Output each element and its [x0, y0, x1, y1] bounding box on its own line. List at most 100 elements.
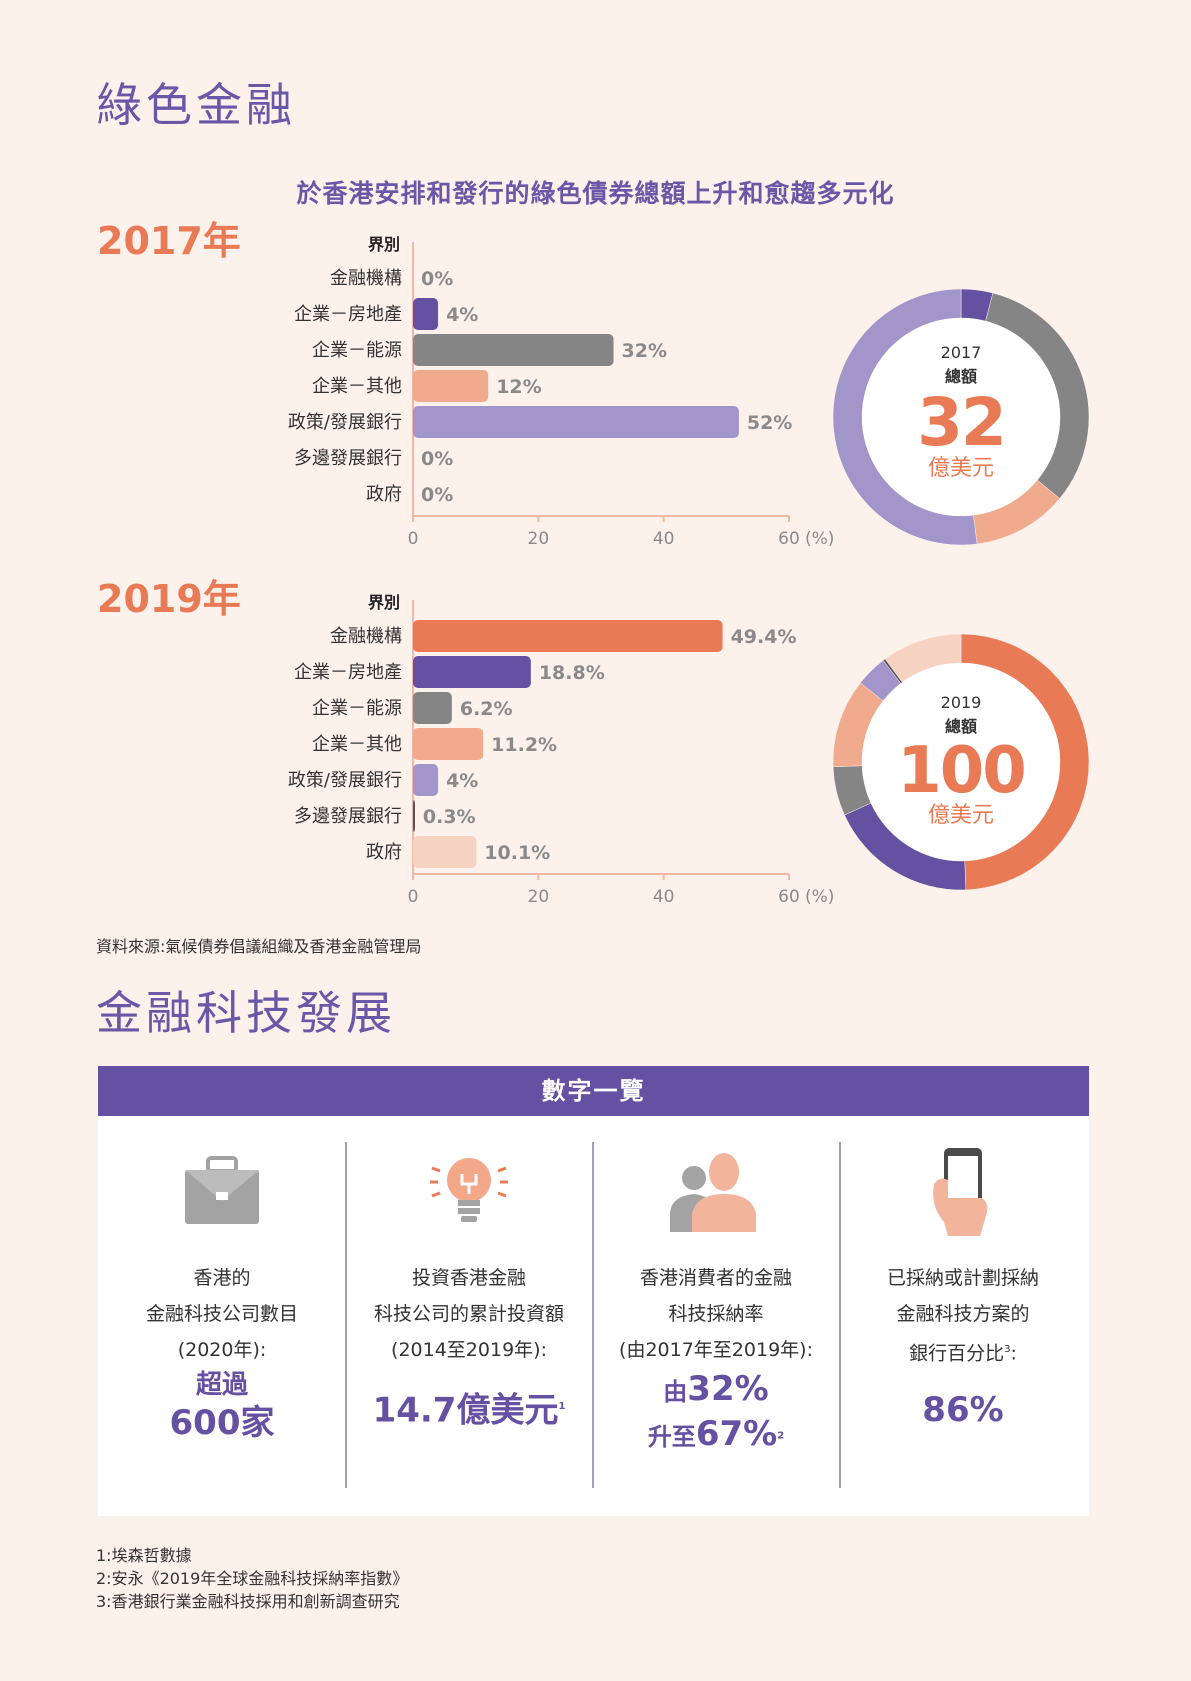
footnote-mark: 2 — [777, 1430, 785, 1442]
bar-value-label: 6.2% — [460, 698, 513, 720]
footnotes: 1:埃森哲數據 2:安永《2019年全球金融科技採納率指數》 3:香港銀行業金融… — [96, 1544, 408, 1613]
stat-description-line: 金融科技公司數目 — [145, 1303, 298, 1325]
bar-value-label: 52% — [747, 412, 792, 434]
stat-description-line: 銀行百分比 — [909, 1342, 1005, 1365]
footnote: 2:安永《2019年全球金融科技採納率指數》 — [96, 1569, 409, 1588]
x-tick-label: 20 — [528, 529, 550, 549]
stat-value-prefix: 升至 — [647, 1423, 696, 1451]
category-label: 企業－房地產 — [294, 662, 402, 683]
x-axis-unit: (%) — [805, 529, 834, 549]
stat-description-line: 香港消費者的金融 — [639, 1267, 792, 1289]
footnote-mark: 1 — [558, 1401, 566, 1412]
year-label-2019: 2019年 — [97, 577, 241, 621]
bar-value-label: 10.1% — [484, 842, 550, 864]
x-tick-label: 0 — [408, 529, 419, 549]
stat-description-line: 科技公司的累計投資額 — [373, 1303, 564, 1325]
key-figures-panel: 香港的 金融科技公司數目 (2020年): 超過 600家 投 — [98, 1116, 1089, 1516]
category-label: 企業－其他 — [312, 734, 402, 755]
bar-value-label: 11.2% — [491, 734, 557, 756]
bar — [413, 800, 415, 832]
bar — [413, 764, 439, 796]
category-label: 政府 — [366, 484, 402, 505]
bar-value-label: 4% — [446, 770, 478, 792]
bar — [413, 406, 739, 438]
footnote: 1:埃森哲數據 — [96, 1546, 192, 1565]
stat-bank-adoption: 已採納或計劃採納 金融科技方案的 銀行百分比3: 86% — [848, 1116, 1078, 1435]
stat-value: 86% — [922, 1390, 1004, 1431]
stat-description-line: (2014至2019年): — [391, 1339, 547, 1361]
stat-value-prefix: 由 — [663, 1378, 688, 1406]
x-tick-label: 40 — [653, 887, 675, 907]
section-title-fintech: 金融科技發展 — [96, 986, 396, 1040]
category-label: 企業－房地產 — [294, 304, 402, 325]
stat-description-line: 金融科技方案的 — [896, 1303, 1030, 1325]
source-note: 資料來源:氣候債券倡議組織及香港金融管理局 — [96, 937, 422, 956]
bar-value-label: 0.3% — [423, 806, 476, 828]
x-tick-label: 60 — [778, 887, 800, 907]
panel-header: 數字一覽 — [98, 1066, 1089, 1116]
stat-description-line: (由2017年至2019年): — [619, 1339, 813, 1361]
column-divider — [345, 1142, 347, 1488]
column-divider — [592, 1142, 594, 1488]
column-divider — [839, 1142, 841, 1488]
stat-description-line: 投資香港金融 — [411, 1267, 526, 1289]
bar-value-label: 0% — [421, 448, 453, 470]
donut-center — [862, 318, 1060, 516]
bar — [413, 836, 477, 868]
section-title-green-finance: 綠色金融 — [96, 78, 296, 132]
x-axis-unit: (%) — [805, 887, 834, 907]
x-tick-label: 20 — [528, 887, 550, 907]
category-label: 金融機構 — [330, 268, 402, 289]
stat-description-line: (2020年): — [177, 1339, 267, 1361]
category-label: 企業－其他 — [312, 376, 402, 397]
bar-value-label: 49.4% — [731, 626, 797, 648]
footnote-mark: 3 — [1004, 1344, 1011, 1355]
stat-value-prefix: 超過 — [195, 1370, 248, 1400]
bar — [413, 728, 484, 760]
bar — [413, 620, 723, 652]
stat-fintech-adoption: 香港消費者的金融 科技採納率 (由2017年至2019年): 由32% 升至67… — [601, 1116, 831, 1460]
donut-center — [862, 663, 1060, 861]
stat-fintech-companies: 香港的 金融科技公司數目 (2020年): 超過 600家 — [107, 1116, 337, 1444]
bar-value-label: 18.8% — [539, 662, 605, 684]
donut-total-value: 100 — [897, 734, 1025, 808]
donut-total-unit: 億美元 — [928, 456, 994, 481]
bar — [413, 334, 614, 366]
x-tick-label: 0 — [408, 887, 419, 907]
bar-value-label: 4% — [446, 304, 478, 326]
year-label-2017: 2017年 — [97, 219, 241, 263]
donut-total-label: 總額 — [945, 367, 977, 386]
stat-description-colon: : — [1010, 1342, 1017, 1365]
briefcase-icon — [185, 1156, 259, 1224]
bar — [413, 298, 439, 330]
donut-year: 2019 — [941, 693, 982, 712]
x-tick-label: 40 — [653, 529, 675, 549]
stat-value-from: 32% — [687, 1369, 769, 1409]
category-label: 企業－能源 — [312, 698, 402, 719]
stat-value: 14.7億美元 — [372, 1390, 559, 1431]
category-label: 金融機構 — [330, 626, 402, 647]
stat-description-line: 已採納或計劃採納 — [886, 1267, 1039, 1289]
people-icon — [670, 1153, 756, 1232]
category-label: 多邊發展銀行 — [294, 806, 402, 827]
footnote: 3:香港銀行業金融科技採用和創新調查研究 — [96, 1592, 400, 1611]
bar — [413, 656, 531, 688]
stat-value: 600家 — [169, 1403, 275, 1443]
stat-description-line: 科技採納率 — [668, 1303, 764, 1325]
stat-value-to: 67% — [695, 1414, 778, 1454]
donut-total-unit: 億美元 — [928, 803, 994, 828]
bar-value-label: 0% — [421, 268, 453, 290]
category-label: 企業－能源 — [312, 340, 402, 361]
lightbulb-icon — [430, 1158, 508, 1222]
donut-total-value: 32 — [917, 384, 1005, 461]
bar-value-label: 0% — [421, 484, 453, 506]
category-label: 政策/發展銀行 — [288, 770, 402, 791]
category-label: 政策/發展銀行 — [288, 412, 402, 433]
category-header: 界別 — [368, 235, 400, 254]
bar-value-label: 12% — [496, 376, 541, 398]
donut-year: 2017 — [941, 343, 982, 362]
